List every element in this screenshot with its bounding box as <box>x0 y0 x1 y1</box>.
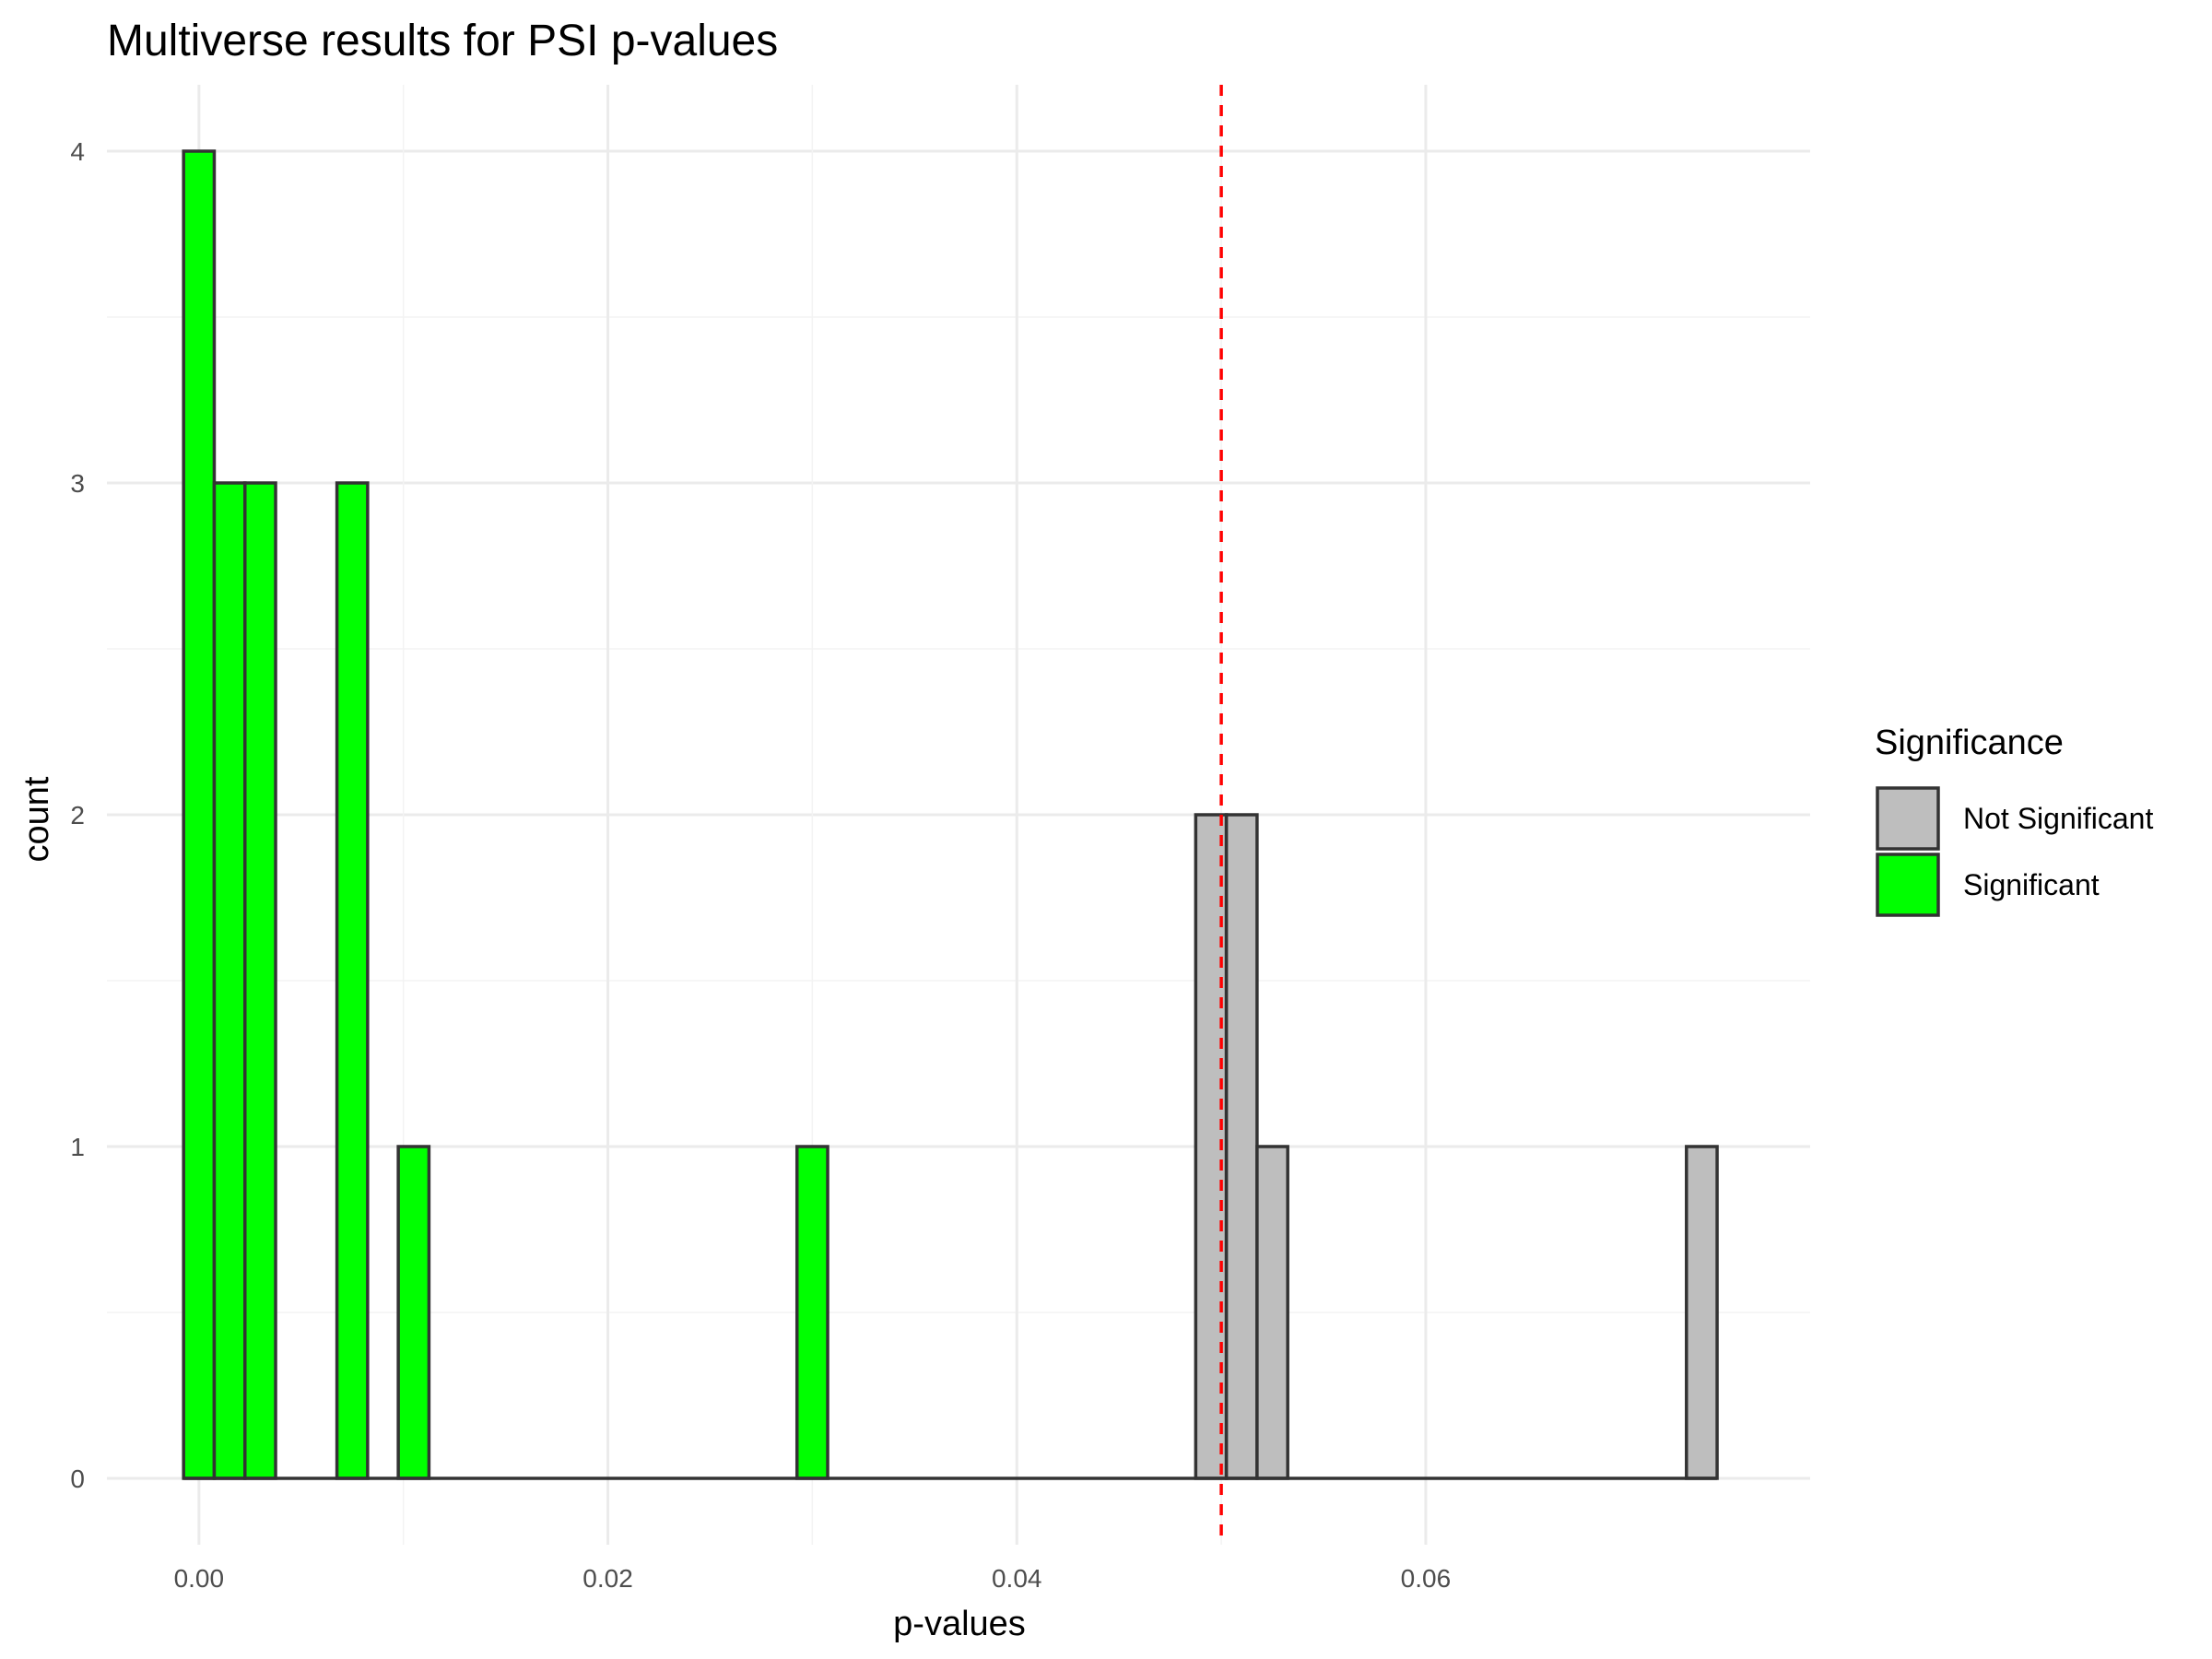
x-tick-label: 0.06 <box>1401 1564 1452 1593</box>
legend-swatch <box>1876 786 1940 851</box>
bar <box>1685 1145 1719 1480</box>
x-tick-label: 0.02 <box>582 1564 633 1593</box>
chart-title: Multiverse results for PSI p-values <box>107 17 778 65</box>
x-axis-ticks: 0.00 0.02 0.04 0.06 <box>174 1564 1452 1593</box>
legend: Significance Not Significant Significant <box>1875 724 2153 917</box>
y-tick-label: 2 <box>70 801 85 830</box>
bar <box>1255 1145 1289 1480</box>
y-tick-label: 1 <box>70 1133 85 1161</box>
y-axis-ticks: 0 1 2 3 4 <box>70 137 85 1493</box>
legend-items: Not Significant Significant <box>1876 786 2153 917</box>
y-axis-title: count <box>18 776 56 862</box>
legend-title: Significance <box>1875 724 2064 762</box>
bar <box>335 481 370 1480</box>
bar <box>396 1145 431 1480</box>
bar <box>212 481 247 1480</box>
x-tick-label: 0.04 <box>992 1564 1042 1593</box>
grid-lines <box>107 85 1810 1545</box>
x-axis-title: p-values <box>893 1605 1026 1643</box>
legend-swatch <box>1876 853 1940 917</box>
bar <box>1224 813 1259 1480</box>
bar <box>182 149 217 1480</box>
y-tick-label: 4 <box>70 137 85 166</box>
y-tick-label: 3 <box>70 469 85 498</box>
y-tick-label: 0 <box>70 1465 85 1493</box>
bar <box>794 1145 830 1480</box>
legend-label: Significant <box>1963 868 2100 901</box>
legend-label: Not Significant <box>1963 802 2153 835</box>
bar <box>242 481 277 1480</box>
x-tick-label: 0.00 <box>174 1564 225 1593</box>
